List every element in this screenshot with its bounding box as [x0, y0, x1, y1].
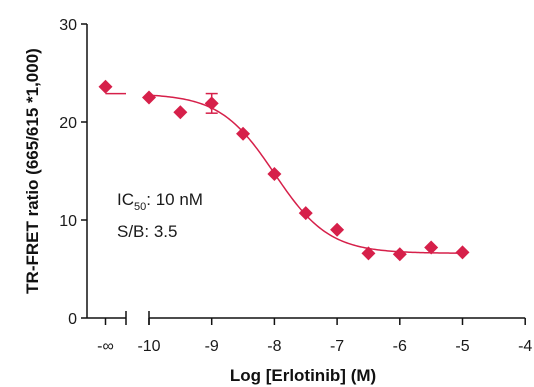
data-point	[455, 245, 470, 260]
data-point	[424, 240, 439, 255]
x-tick-label: -6	[393, 338, 407, 355]
y-tick-label: 0	[68, 311, 77, 328]
x-tick-label: -4	[518, 338, 532, 355]
x-tick-label: -9	[205, 338, 219, 355]
ic50-annotation: IC50: 10 nM	[117, 190, 203, 213]
ic50-subscript: 50	[134, 201, 146, 213]
data-point	[267, 166, 282, 181]
data-point	[330, 222, 345, 237]
data-point	[361, 246, 376, 261]
x-axis-title: Log [Erlotinib] (M)	[230, 366, 376, 385]
x-tick-label: -8	[267, 338, 281, 355]
x-axis	[87, 311, 526, 325]
data-point	[204, 96, 219, 111]
baseline-point	[98, 79, 113, 94]
data-markers	[98, 79, 470, 262]
y-ticks: 0 10 20 30	[59, 17, 87, 328]
x-ticks: -∞ -10 -9 -8 -7 -6 -5 -4	[97, 318, 532, 355]
x-tick-label: -∞	[97, 338, 114, 355]
data-point	[142, 90, 156, 105]
ic50-prefix: IC	[117, 190, 134, 209]
data-point	[392, 247, 407, 262]
x-tick-label: -5	[455, 338, 469, 355]
y-axis-title: TR-FRET ratio (665/615 *1,000)	[23, 48, 42, 294]
sb-annotation: S/B: 3.5	[117, 222, 177, 241]
ic50-value: : 10 nM	[146, 190, 203, 209]
y-tick-label: 20	[59, 115, 77, 132]
x-tick-label: -10	[137, 338, 160, 355]
y-tick-label: 10	[59, 213, 77, 230]
x-tick-label: -7	[330, 338, 344, 355]
y-tick-label: 30	[59, 17, 77, 34]
data-point	[173, 105, 188, 120]
fit-curve	[148, 94, 463, 254]
data-point	[236, 126, 251, 141]
data-point	[298, 206, 313, 221]
